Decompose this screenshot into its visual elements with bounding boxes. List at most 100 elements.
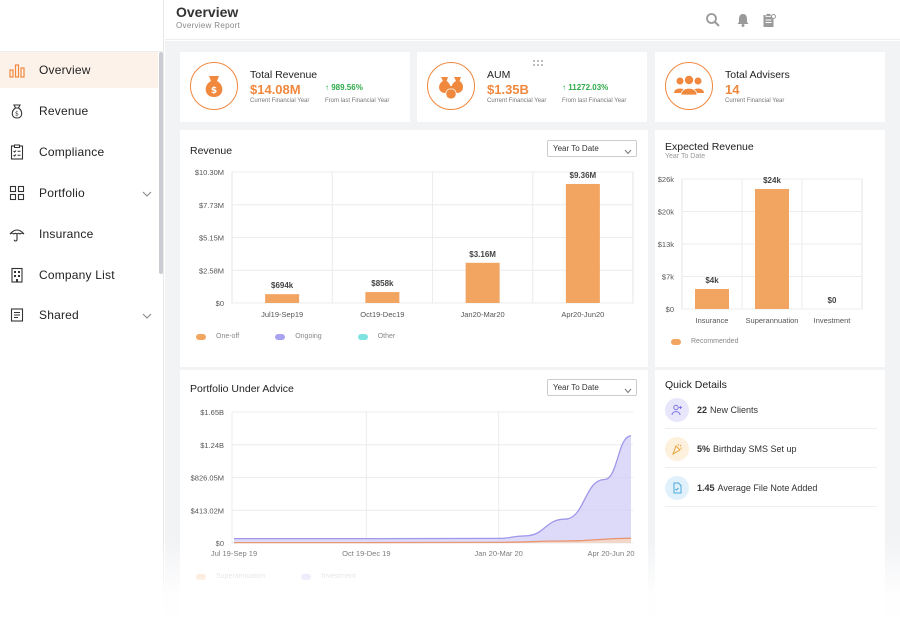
party-icon	[665, 436, 689, 461]
sidebar-item-company-list[interactable]: Company List	[0, 257, 158, 293]
chevron-down-icon[interactable]	[142, 309, 152, 323]
y-tick-label: $1.65B	[200, 408, 224, 417]
x-tick-label: Jan 20-Mar 20	[474, 549, 522, 558]
portfolio-period-select[interactable]: Year To Date	[547, 379, 637, 396]
expected-revenue-bar-chart: $0 $7k $13k $20k $26k $4k Insurance $24k Superan…	[658, 175, 863, 325]
legend-superannuation[interactable]: Superannuation	[216, 573, 266, 580]
x-tick-label: Investment	[814, 316, 852, 325]
stat-value: 14	[725, 82, 740, 97]
dashboard-content: $ Total Revenue $14.08M Current Financia…	[165, 41, 900, 630]
sidebar: Overview $ Revenue Compliance Portfolio	[0, 0, 164, 630]
bar	[755, 189, 789, 309]
sidebar-item-insurance[interactable]: Insurance	[0, 216, 158, 252]
sidebar-item-label: Overview	[39, 63, 91, 77]
portfolio-chart-card: Portfolio Under Advice Year To Date $0 $4…	[180, 370, 648, 630]
sidebar-item-shared[interactable]: Shared	[0, 297, 158, 333]
expected-legend: Recommended	[671, 338, 738, 345]
chevron-down-icon	[624, 384, 632, 399]
bar	[465, 262, 500, 303]
stat-value: $1.35B	[487, 82, 529, 97]
sidebar-item-overview[interactable]: Overview	[0, 52, 158, 88]
x-tick-label: Jan20-Mar20	[461, 310, 505, 319]
sidebar-item-revenue[interactable]: $ Revenue	[0, 93, 158, 129]
grid-icon	[8, 184, 26, 202]
x-tick-label: Apr20-Jun20	[561, 310, 604, 319]
quick-detail-row[interactable]: 1.45 Average File Note Added	[665, 469, 877, 507]
sidebar-item-label: Company List	[39, 268, 115, 282]
y-tick-label: $7k	[662, 273, 674, 282]
bar	[565, 183, 600, 303]
y-tick-label: $13k	[658, 240, 675, 249]
clipboard-icon[interactable]	[761, 12, 777, 28]
stat-change-caption: From last Financial Year	[562, 98, 627, 104]
search-icon[interactable]	[705, 12, 721, 28]
y-tick-label: $0	[666, 305, 674, 314]
header: Overview Overview Report	[165, 0, 900, 40]
legend-swatch	[301, 573, 312, 580]
card-title: Revenue	[190, 145, 233, 157]
total-revenue-card: $ Total Revenue $14.08M Current Financia…	[180, 52, 410, 122]
x-tick-label: Apr 20-Jun 20	[587, 549, 634, 558]
aum-card: AUM $1.35B Current Financial Year ↑ 1127…	[417, 52, 647, 122]
y-tick-label: $1.24B	[200, 441, 224, 450]
sidebar-item-portfolio[interactable]: Portfolio	[0, 175, 158, 211]
bar	[365, 292, 400, 303]
add-user-icon	[665, 397, 689, 422]
card-title: Expected Revenue	[665, 141, 754, 153]
stat-value: $14.08M	[250, 82, 301, 97]
x-tick-label: Oct19-Dec19	[360, 310, 404, 319]
chevron-down-icon	[624, 145, 632, 160]
data-label: $694k	[271, 281, 294, 290]
data-label: $3.16M	[469, 250, 496, 259]
legend-recommended[interactable]: Recommended	[691, 338, 739, 345]
legend-swatch	[275, 333, 286, 340]
revenue-bar-chart: $0 $2.58M $5.15M $7.73M $10.30M $694k Jul19-Se…	[195, 168, 634, 319]
legend-one-off[interactable]: One-off	[216, 333, 240, 340]
sidebar-item-label: Insurance	[39, 227, 94, 241]
file-note-icon	[665, 475, 689, 500]
drag-handle-icon[interactable]	[532, 54, 544, 72]
x-tick-label: Jul19-Sep19	[261, 310, 303, 319]
quick-detail-row[interactable]: 22 New Clients	[665, 391, 877, 429]
stat-change: ↑ 11272.03%	[562, 83, 609, 92]
series-line-investment	[234, 435, 632, 540]
revenue-period-select[interactable]: Year To Date	[547, 140, 637, 157]
revenue-chart-card: Revenue Year To Date $0 $2.58M $5.15M $7.73…	[180, 130, 648, 367]
portfolio-legend: Superannuation Investment	[196, 573, 356, 580]
legend-other[interactable]: Other	[377, 333, 396, 340]
y-tick-label: $26k	[658, 175, 675, 184]
legend-ongoing[interactable]: Ongoing	[295, 333, 322, 340]
series-area-investment	[234, 435, 631, 543]
page-title: Overview	[176, 4, 239, 20]
x-tick-label: Insurance	[696, 316, 729, 325]
bar	[265, 294, 300, 303]
legend-investment[interactable]: Investment	[321, 573, 356, 580]
document-icon	[8, 306, 26, 324]
data-label: $9.36M	[570, 171, 597, 180]
chevron-down-icon[interactable]	[142, 187, 152, 201]
arrow-up-icon: ↑	[562, 83, 566, 92]
data-label: $0	[828, 296, 837, 305]
bell-icon[interactable]	[735, 12, 751, 28]
legend-swatch	[671, 338, 681, 345]
svg-text:$: $	[211, 86, 217, 96]
x-tick-label: Oct 19-Dec 19	[342, 549, 390, 558]
quick-details-card: Quick Details 22 New Clients 5% Birthday…	[655, 370, 885, 630]
stat-title: AUM	[487, 69, 511, 81]
data-label: $24k	[763, 176, 781, 185]
y-tick-label: $413.02M	[191, 506, 224, 515]
bar	[695, 289, 729, 309]
sidebar-item-compliance[interactable]: Compliance	[0, 134, 158, 170]
stat-title: Total Revenue	[250, 69, 318, 81]
y-tick-label: $20k	[658, 208, 675, 217]
checklist-icon	[8, 143, 26, 161]
page-subtitle: Overview Report	[176, 21, 241, 30]
data-label: $4k	[705, 276, 719, 285]
x-tick-label: Jul 19-Sep 19	[211, 549, 257, 558]
legend-swatch	[196, 573, 206, 580]
x-tick-label: Superannuation	[746, 316, 799, 325]
sidebar-scrollbar[interactable]	[159, 52, 163, 274]
stat-title: Total Advisers	[725, 69, 790, 81]
quick-detail-row[interactable]: 5% Birthday SMS Set up	[665, 430, 877, 468]
